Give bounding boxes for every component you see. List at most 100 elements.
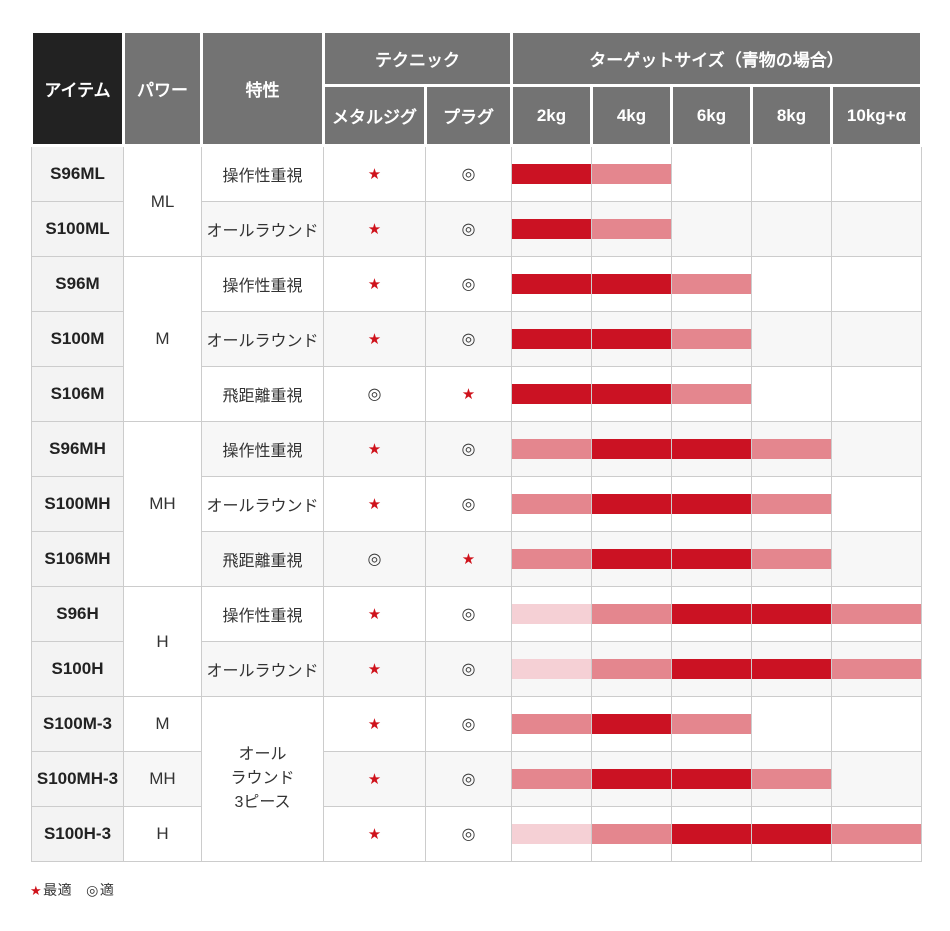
table-row: S96MH MH 操作性重視 ★ ◎: [31, 421, 922, 587]
target-bar-cell: [591, 586, 672, 642]
table-row: S100H オールラウンド ★ ◎: [31, 641, 922, 697]
target-bar: [592, 219, 671, 239]
metal-jig-mark: ★: [367, 605, 382, 623]
feature-cell: オールラウンド: [201, 311, 324, 367]
target-bar: [592, 494, 671, 514]
target-bar: [672, 604, 751, 624]
plug-mark: ★: [461, 550, 476, 568]
target-bar-cell: [671, 696, 752, 752]
target-bar: [592, 329, 671, 349]
target-bar: [512, 604, 591, 624]
metal-jig-mark-cell: ★: [323, 751, 426, 807]
target-bar-cell: [671, 311, 752, 367]
metal-jig-mark-cell: ★: [323, 641, 426, 697]
table-body: S96ML ML 操作性重視 ★ ◎ S100ML オールラウンド ★ ◎ S96M M 操作性重視 ★…: [31, 145, 922, 862]
target-bar-cell: [591, 311, 672, 367]
target-bar-cell: [511, 311, 592, 367]
target-bar-cell: [671, 806, 752, 862]
feature-line: オール: [238, 746, 287, 763]
target-bar-cell: [831, 641, 922, 697]
metal-jig-mark-cell: ★: [323, 145, 426, 202]
power-cell: M: [123, 696, 202, 752]
table-row: S96H H 操作性重視 ★ ◎: [31, 586, 922, 697]
target-bar-cell: [591, 751, 672, 807]
spec-table: アイテム パワー 特性 テクニック ターゲットサイズ（青物の場合） メタルジグ …: [30, 30, 923, 862]
target-bar-cell: [591, 531, 672, 587]
feature-cell: 操作性重視: [201, 586, 324, 642]
table-row: S96ML ML 操作性重視 ★ ◎: [31, 145, 922, 257]
item-cell: S100H-3: [31, 806, 124, 862]
target-bar-cell: [591, 476, 672, 532]
target-bar: [832, 659, 921, 679]
plug-mark-cell: ◎: [425, 256, 512, 312]
target-bar-cell: [751, 145, 832, 202]
metal-jig-mark-cell: ★: [323, 696, 426, 752]
target-bar: [672, 659, 751, 679]
target-bar-cell: [671, 641, 752, 697]
target-bar-cell: [511, 421, 592, 477]
header-2kg: 2kg: [510, 84, 593, 147]
target-bar: [672, 439, 751, 459]
target-bar-cell: [831, 366, 922, 422]
table-row: S106MH 飛距離重視 ◎ ★: [31, 531, 922, 587]
plug-mark: ◎: [461, 496, 476, 513]
table-row: S96M M 操作性重視 ★ ◎: [31, 256, 922, 422]
metal-jig-mark-cell: ★: [323, 586, 426, 642]
target-bar: [512, 714, 591, 734]
target-bar: [672, 384, 751, 404]
target-bar: [752, 604, 831, 624]
target-bar: [512, 439, 591, 459]
plug-mark-cell: ◎: [425, 311, 512, 367]
metal-jig-mark: ★: [367, 440, 382, 458]
target-bar-cell: [831, 311, 922, 367]
target-bar: [512, 769, 591, 789]
target-bar: [672, 549, 751, 569]
legend-best-icon: ★: [30, 883, 43, 898]
target-bar-cell: [511, 476, 592, 532]
target-bar: [592, 824, 671, 844]
target-bar: [752, 824, 831, 844]
power-cell: H: [123, 586, 202, 697]
target-bar-cell: [511, 366, 592, 422]
plug-mark-cell: ◎: [425, 696, 512, 752]
item-cell: S100M: [31, 311, 124, 367]
metal-jig-mark: ★: [367, 825, 382, 843]
target-bar: [592, 274, 671, 294]
target-bar-cell: [511, 145, 592, 202]
target-bar: [512, 329, 591, 349]
target-bar-cell: [591, 806, 672, 862]
target-bar: [752, 659, 831, 679]
item-cell: S100H: [31, 641, 124, 697]
target-bar-cell: [751, 366, 832, 422]
legend-good-icon: ◎: [86, 882, 99, 898]
plug-mark-cell: ★: [425, 531, 512, 587]
table-row: S100MH-3 MH ★ ◎: [31, 751, 922, 807]
target-bar-cell: [511, 586, 592, 642]
header-item: アイテム: [30, 30, 125, 147]
target-bar: [752, 494, 831, 514]
metal-jig-mark-cell: ★: [323, 421, 426, 477]
target-bar-cell: [831, 145, 922, 202]
power-cell: H: [123, 806, 202, 862]
target-bar-cell: [751, 531, 832, 587]
table-row: S100H-3 H ★ ◎: [31, 806, 922, 862]
target-bar-cell: [591, 256, 672, 312]
target-bar-cell: [511, 751, 592, 807]
plug-mark-cell: ◎: [425, 421, 512, 477]
power-cell: MH: [123, 751, 202, 807]
header-target-group: ターゲットサイズ（青物の場合）: [510, 30, 923, 87]
header-feature: 特性: [200, 30, 325, 147]
metal-jig-mark-cell: ◎: [323, 531, 426, 587]
target-bar: [512, 219, 591, 239]
target-bar: [592, 549, 671, 569]
feature-line: 3ピース: [234, 794, 291, 811]
metal-jig-mark-cell: ★: [323, 256, 426, 312]
target-bar-cell: [751, 806, 832, 862]
item-cell: S96M: [31, 256, 124, 312]
target-bar-cell: [511, 201, 592, 257]
target-bar-cell: [751, 201, 832, 257]
plug-mark-cell: ◎: [425, 201, 512, 257]
plug-mark-cell: ◎: [425, 641, 512, 697]
table-row: S100ML オールラウンド ★ ◎: [31, 201, 922, 257]
plug-mark-cell: ◎: [425, 145, 512, 202]
